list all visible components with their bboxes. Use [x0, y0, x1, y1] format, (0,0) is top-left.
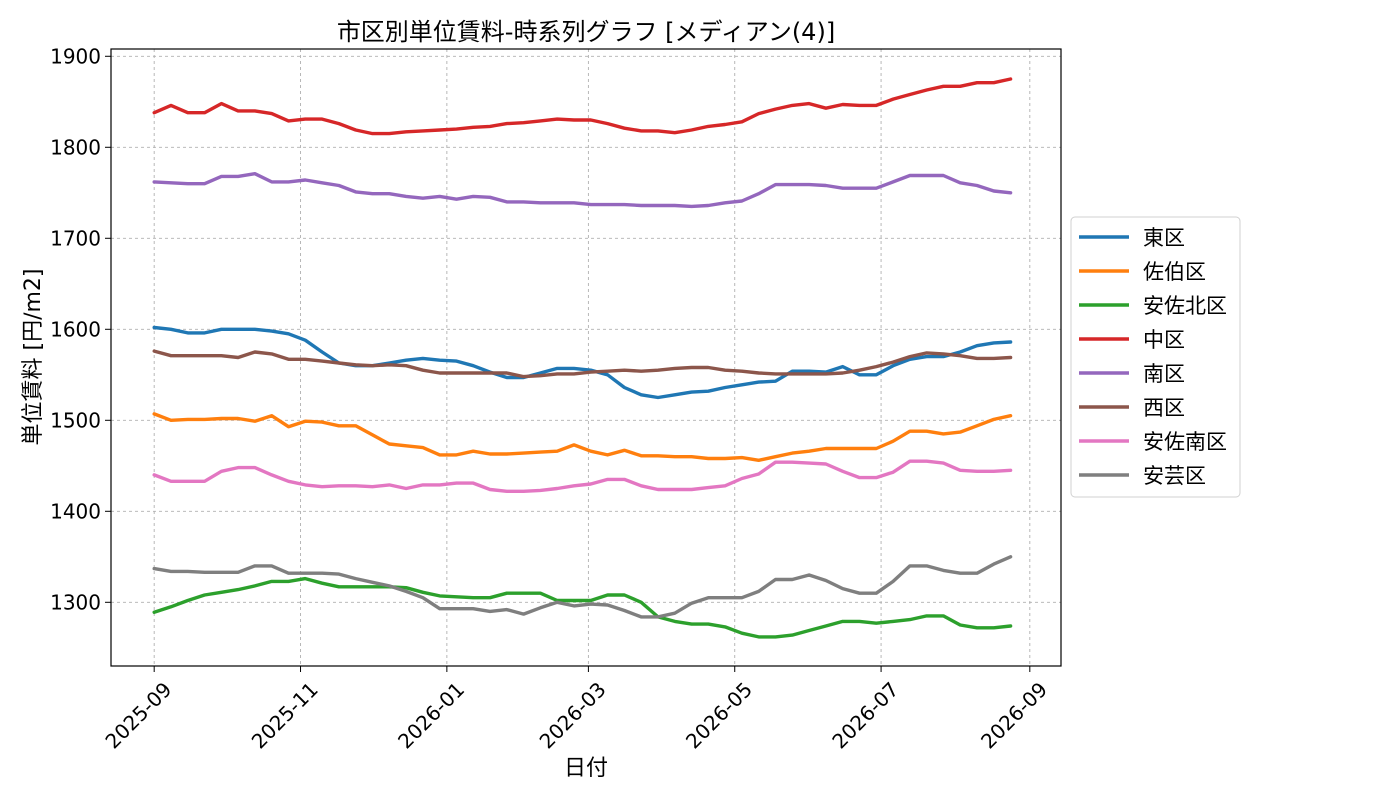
y-tick-label: 1800 [50, 135, 101, 159]
y-tick-label: 1400 [50, 499, 101, 523]
series-line-7 [152, 459, 1013, 493]
legend-box [1070, 216, 1241, 498]
legend-label: 佐伯区 [1143, 260, 1206, 284]
y-tick-label: 1300 [50, 590, 101, 614]
legend-label: 安佐南区 [1143, 430, 1227, 454]
y-tick-label: 1700 [50, 226, 101, 250]
series-line-8 [152, 555, 1013, 619]
series-line-3 [152, 576, 1013, 639]
legend-label: 中区 [1143, 328, 1185, 352]
series-line-1 [152, 325, 1013, 400]
legend-label: 安芸区 [1143, 464, 1206, 488]
legend-label: 東区 [1143, 226, 1185, 250]
plot-frame [110, 48, 1062, 667]
y-tick-label: 1600 [50, 317, 101, 341]
legend-label: 西区 [1143, 396, 1185, 420]
chart-title: 市区別単位賃料-時系列グラフ [メディアン(4)] [337, 18, 835, 46]
x-axis-label: 日付 [564, 756, 608, 781]
series-line-6 [152, 349, 1013, 379]
series-line-5 [152, 171, 1013, 209]
series-lines [152, 77, 1013, 639]
legend-label: 安佐北区 [1143, 294, 1227, 318]
y-tick-label: 1500 [50, 408, 101, 432]
series-line-2 [152, 412, 1013, 462]
y-tick-label: 1900 [50, 44, 101, 68]
series-line-4 [152, 77, 1013, 136]
legend-label: 南区 [1143, 362, 1185, 386]
y-axis: 1300 1400 1500 1600 1700 1800 1900 [50, 44, 111, 614]
y-axis-label: 単位賃料 [円/m2] [21, 269, 46, 446]
